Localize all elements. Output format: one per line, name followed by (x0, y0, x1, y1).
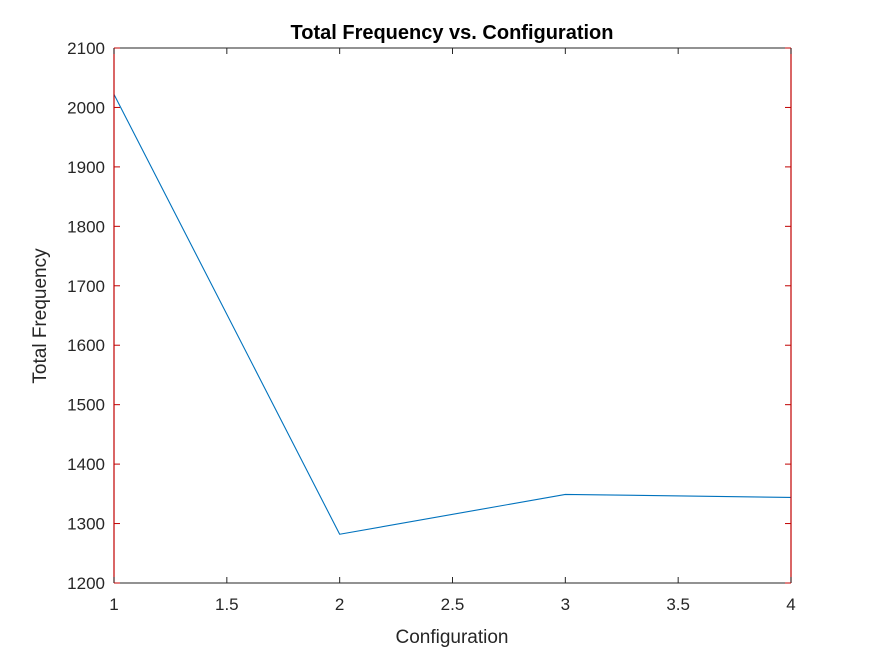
ticks-layer: 1 1.5 2 2.5 3 3.5 4 1200 1300 1400 1500 1600 1700 180… (67, 39, 796, 614)
x-tick-label: 2.5 (441, 595, 465, 614)
y-tick-label: 1600 (67, 336, 105, 355)
y-tick-label: 1300 (67, 515, 105, 534)
x-tick-label: 4 (786, 595, 795, 614)
y-tick-label: 2000 (67, 98, 105, 117)
x-tick-label: 1 (109, 595, 118, 614)
y-tick-label: 1800 (67, 217, 105, 236)
plot-area (114, 48, 791, 583)
x-tick-label: 3.5 (666, 595, 690, 614)
y-tick-label: 2100 (67, 39, 105, 58)
x-tick-label: 3 (561, 595, 570, 614)
x-axis-title: Configuration (395, 627, 508, 648)
y-tick-label: 1200 (67, 574, 105, 593)
x-tick-label: 2 (335, 595, 344, 614)
x-tick-label: 1.5 (215, 595, 239, 614)
y-tick-label: 1900 (67, 158, 105, 177)
y-tick-label: 1400 (67, 455, 105, 474)
y-axis-title: Total Frequency (30, 248, 51, 384)
series-line (113, 94, 792, 535)
y-tick-label: 1700 (67, 277, 105, 296)
y-tick-label: 1500 (67, 396, 105, 415)
chart-title: Total Frequency vs. Configuration (291, 22, 614, 44)
